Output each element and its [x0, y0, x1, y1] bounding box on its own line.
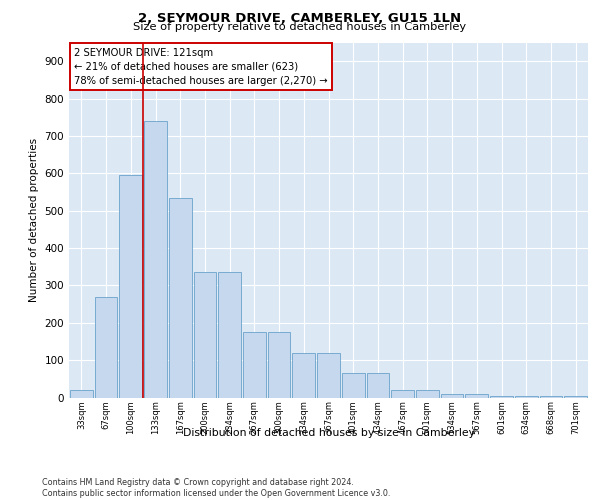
Bar — [539, 396, 562, 398]
Y-axis label: Number of detached properties: Number of detached properties — [29, 138, 39, 302]
Bar — [416, 390, 439, 398]
Bar — [243, 332, 266, 398]
Text: 2 SEYMOUR DRIVE: 121sqm
← 21% of detached houses are smaller (623)
78% of semi-d: 2 SEYMOUR DRIVE: 121sqm ← 21% of detache… — [74, 48, 328, 86]
Bar — [169, 198, 191, 398]
Bar — [391, 390, 414, 398]
Bar — [490, 396, 513, 398]
Bar — [218, 272, 241, 398]
Bar — [564, 396, 587, 398]
Bar — [292, 352, 315, 398]
Text: Size of property relative to detached houses in Camberley: Size of property relative to detached ho… — [133, 22, 467, 32]
Bar — [367, 373, 389, 398]
Text: Contains HM Land Registry data © Crown copyright and database right 2024.
Contai: Contains HM Land Registry data © Crown c… — [42, 478, 391, 498]
Bar — [515, 396, 538, 398]
Bar — [119, 175, 142, 398]
Bar — [144, 121, 167, 398]
Bar — [342, 373, 365, 398]
Bar — [95, 296, 118, 398]
Bar — [268, 332, 290, 398]
Text: Distribution of detached houses by size in Camberley: Distribution of detached houses by size … — [183, 428, 475, 438]
Bar — [441, 394, 463, 398]
Bar — [466, 394, 488, 398]
Bar — [70, 390, 93, 398]
Bar — [317, 352, 340, 398]
Text: 2, SEYMOUR DRIVE, CAMBERLEY, GU15 1LN: 2, SEYMOUR DRIVE, CAMBERLEY, GU15 1LN — [139, 12, 461, 26]
Bar — [194, 272, 216, 398]
